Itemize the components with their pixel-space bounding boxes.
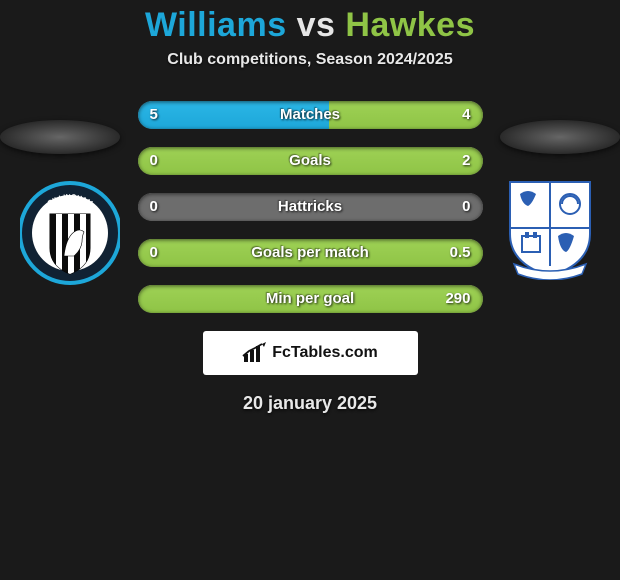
stat-row: 0Goals2: [138, 147, 483, 175]
title-player1: Williams: [145, 6, 287, 44]
title-player2: Hawkes: [345, 6, 475, 44]
plate-left: [0, 120, 120, 154]
stat-value-right: 0: [462, 193, 470, 221]
brand-box[interactable]: FcTables.com: [203, 331, 418, 375]
date-line: 20 january 2025: [0, 393, 620, 414]
comparison-card: GILLINGHAM: [0, 0, 620, 580]
stat-row: 0Hattricks0: [138, 193, 483, 221]
stat-value-right: 2: [462, 147, 470, 175]
stat-value-right: 290: [445, 285, 470, 313]
stat-label: Hattricks: [138, 193, 483, 221]
stat-row: 5Matches4: [138, 101, 483, 129]
stat-value-right: 0.5: [450, 239, 471, 267]
stat-label: Goals: [138, 147, 483, 175]
stat-label: Matches: [138, 101, 483, 129]
brand-text: FcTables.com: [272, 344, 378, 362]
bar-chart-icon: [242, 342, 268, 364]
plate-right: [500, 120, 620, 154]
club-crest-right: [500, 170, 600, 280]
page-title: Williams vs Hawkes: [0, 0, 620, 45]
stat-label: Min per goal: [138, 285, 483, 313]
club-crest-left: GILLINGHAM: [20, 178, 120, 288]
stat-row: Min per goal290: [138, 285, 483, 313]
subtitle: Club competitions, Season 2024/2025: [0, 51, 620, 69]
stat-label: Goals per match: [138, 239, 483, 267]
stat-value-right: 4: [462, 101, 470, 129]
title-vs: vs: [297, 6, 336, 44]
stat-row: 0Goals per match0.5: [138, 239, 483, 267]
